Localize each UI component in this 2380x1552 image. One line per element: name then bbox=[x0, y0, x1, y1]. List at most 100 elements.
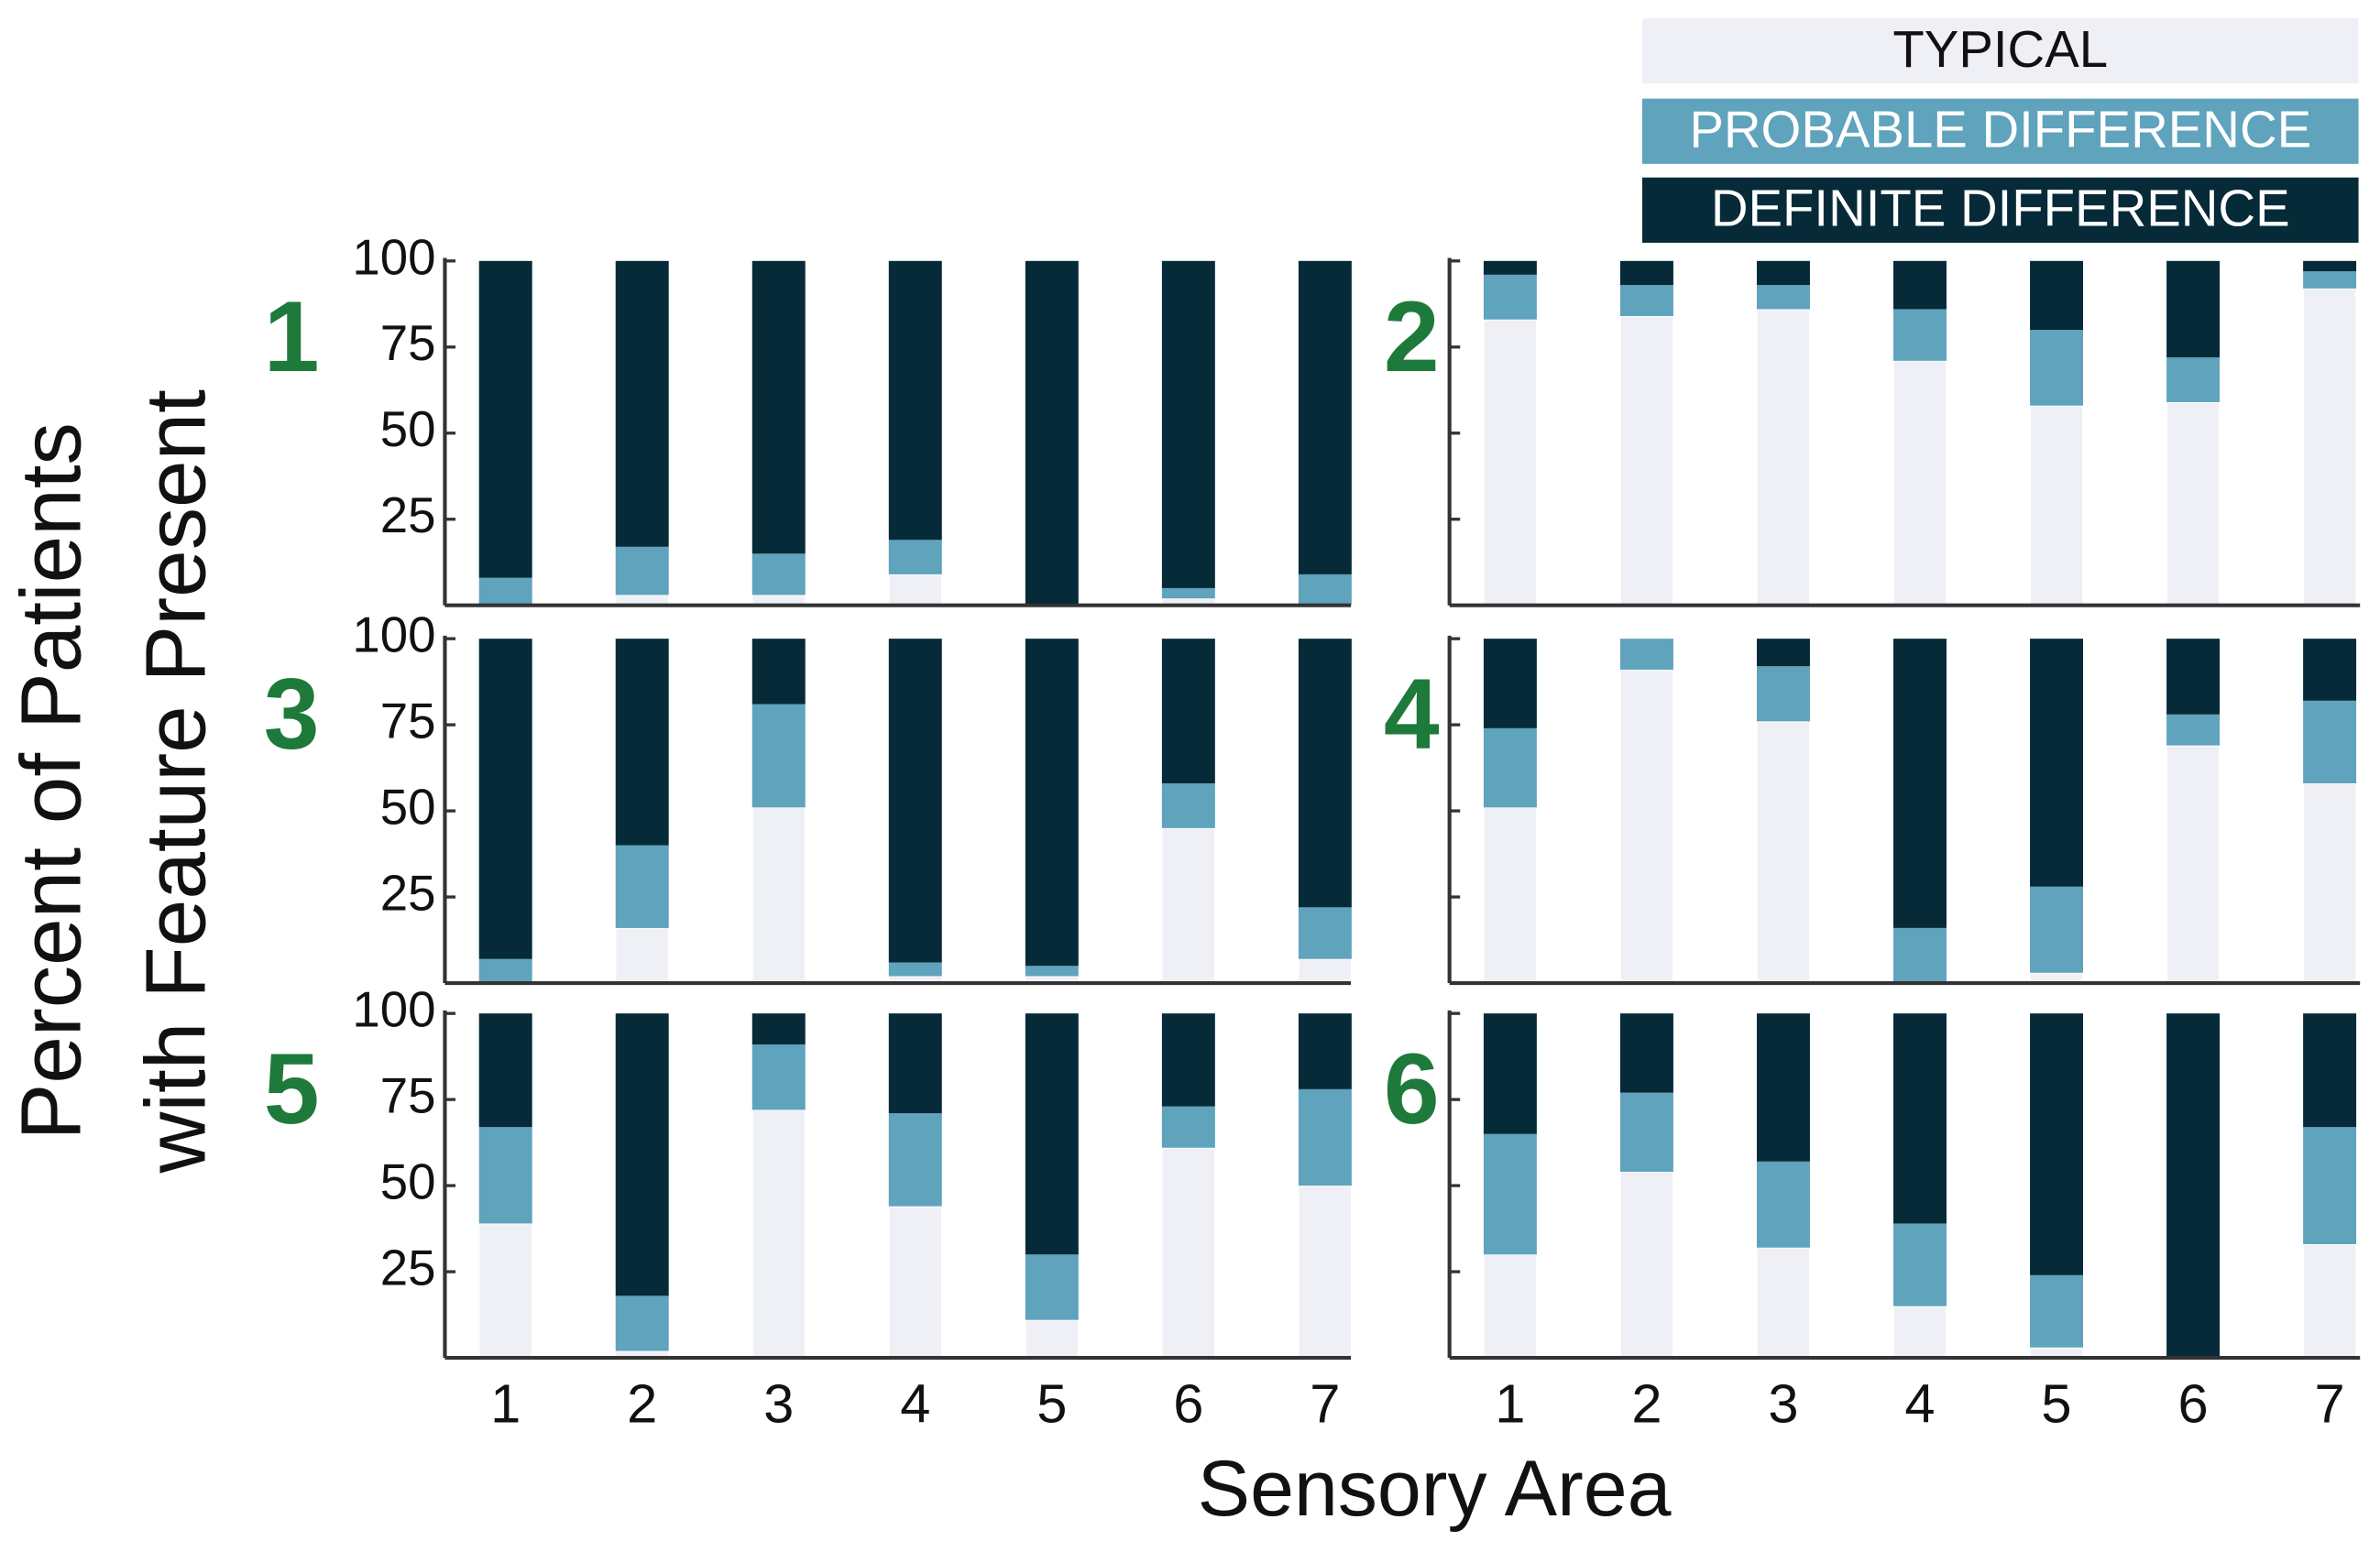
bar-segment bbox=[1756, 1161, 1810, 1248]
bar-segment bbox=[751, 1044, 806, 1110]
bar-segment bbox=[615, 546, 669, 596]
bar-segment bbox=[1298, 957, 1353, 984]
bar-segment bbox=[2166, 639, 2221, 715]
bar-segment bbox=[1893, 260, 1947, 310]
bar-segment bbox=[1483, 318, 1538, 607]
x-tick-label: 6 bbox=[2177, 1372, 2208, 1434]
legend-swatch bbox=[1641, 98, 2359, 164]
bar-segment bbox=[1025, 1254, 1079, 1320]
y-tick-label: 50 bbox=[380, 1154, 436, 1210]
bar-segment bbox=[1483, 1133, 1537, 1255]
bar-segment bbox=[478, 639, 532, 959]
y-tick-label: 25 bbox=[380, 1241, 436, 1296]
bar-segment bbox=[751, 704, 806, 808]
x-tick-label: 1 bbox=[490, 1372, 521, 1434]
bar-segment bbox=[615, 639, 669, 846]
bar-segment bbox=[478, 958, 532, 984]
bar-segment bbox=[1025, 1318, 1080, 1359]
bar-segment bbox=[1025, 260, 1079, 606]
bar-segment bbox=[1161, 1146, 1216, 1359]
bar-segment bbox=[1025, 966, 1079, 977]
y-axis-title: Percent of Patients with Feature Present bbox=[4, 389, 224, 1175]
y-tick-label: 75 bbox=[380, 315, 436, 371]
y-tick-label: 25 bbox=[380, 487, 436, 543]
y-tick-label: 25 bbox=[380, 865, 436, 921]
y-tick-label: 75 bbox=[380, 694, 436, 749]
bar-segment bbox=[1619, 260, 1673, 286]
bar-segment bbox=[1298, 1013, 1352, 1089]
legend-swatch bbox=[1641, 17, 2359, 84]
bar-segment bbox=[478, 1127, 532, 1224]
bar-segment bbox=[2166, 260, 2221, 358]
bar-segment bbox=[614, 927, 670, 984]
bar-segment bbox=[1161, 260, 1215, 588]
bar-segment bbox=[1619, 315, 1674, 607]
bar-segment bbox=[2303, 271, 2357, 289]
y-tick-label: 100 bbox=[352, 982, 435, 1038]
bar-segment bbox=[1893, 1223, 1947, 1306]
bar-segment bbox=[2302, 782, 2357, 984]
bar-segment bbox=[1619, 639, 1673, 670]
bar-segment bbox=[1619, 1013, 1673, 1093]
bar-segment bbox=[1298, 574, 1352, 606]
bar-segment bbox=[1483, 274, 1537, 320]
bar-segment bbox=[1161, 1013, 1215, 1107]
bar-segment bbox=[1893, 309, 1947, 361]
y-axis-title-line: Percent of Patients bbox=[4, 422, 99, 1140]
bar-segment bbox=[1161, 827, 1216, 984]
bar-segment bbox=[888, 260, 942, 541]
bar-segment bbox=[2166, 401, 2221, 607]
bar-segment bbox=[1483, 260, 1537, 275]
x-tick-label: 2 bbox=[1631, 1372, 1662, 1434]
panel-number: 4 bbox=[1384, 659, 1440, 771]
panel-number: 1 bbox=[264, 281, 320, 393]
x-tick-label: 4 bbox=[1904, 1372, 1935, 1434]
bar-segment bbox=[2029, 404, 2084, 607]
x-tick-label: 7 bbox=[2315, 1372, 2345, 1434]
x-tick-label: 2 bbox=[627, 1372, 657, 1434]
bar-segment bbox=[888, 639, 942, 963]
bar-segment bbox=[1892, 359, 1947, 607]
bar-segment bbox=[2303, 260, 2357, 272]
bar-segment bbox=[1161, 783, 1215, 828]
x-tick-label: 6 bbox=[1173, 1372, 1203, 1434]
x-tick-label: 4 bbox=[900, 1372, 930, 1434]
bar-segment bbox=[1756, 666, 1810, 722]
y-tick-label: 50 bbox=[380, 780, 436, 836]
bar-segment bbox=[1298, 260, 1352, 574]
legend-label: TYPICAL bbox=[1892, 20, 2108, 78]
panel-number: 5 bbox=[264, 1033, 320, 1145]
bar-segment bbox=[2303, 639, 2357, 701]
bar-segment bbox=[477, 1222, 533, 1359]
bar-segment bbox=[888, 540, 942, 574]
bar-segment bbox=[1619, 1092, 1673, 1173]
bar-segment bbox=[1619, 669, 1674, 984]
bar-segment bbox=[887, 1205, 943, 1359]
bar-segment bbox=[1161, 587, 1215, 599]
bar-segment bbox=[888, 1113, 942, 1207]
bar-segment bbox=[1483, 727, 1537, 808]
panel-number: 6 bbox=[1384, 1033, 1440, 1145]
x-axis-title: Sensory Area bbox=[1198, 1445, 1672, 1533]
bar-segment bbox=[751, 553, 806, 596]
legend-label: PROBABLE DIFFERENCE bbox=[1689, 101, 2311, 158]
bar-segment bbox=[1756, 720, 1811, 984]
bar-segment bbox=[1025, 1013, 1079, 1255]
bar-segment bbox=[1893, 639, 1947, 928]
panel-number: 3 bbox=[264, 659, 320, 771]
panel-number: 2 bbox=[1384, 281, 1440, 393]
bar-segment bbox=[2166, 744, 2221, 984]
bar-segment bbox=[1298, 907, 1352, 959]
bar-segment bbox=[887, 574, 943, 607]
bar-segment bbox=[2166, 357, 2221, 402]
bar-segment bbox=[1619, 1171, 1674, 1359]
bar-segment bbox=[2030, 260, 2084, 330]
bar-segment bbox=[1025, 639, 1079, 967]
bar-segment bbox=[478, 577, 532, 606]
bar-segment bbox=[478, 260, 532, 578]
bar-segment bbox=[1161, 639, 1215, 784]
x-tick-label: 3 bbox=[1768, 1372, 1798, 1434]
bar-segment bbox=[1893, 927, 1947, 984]
bar-segment bbox=[1893, 1013, 1947, 1224]
bar-segment bbox=[2303, 700, 2357, 784]
